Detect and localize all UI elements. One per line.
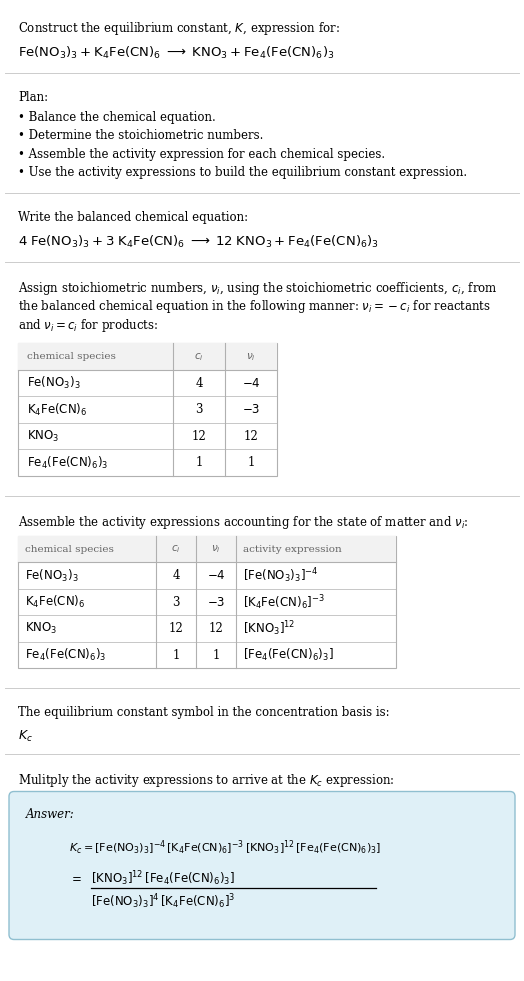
Bar xyxy=(18,536,396,668)
Text: $c_i$: $c_i$ xyxy=(171,543,181,555)
Text: The equilibrium constant symbol in the concentration basis is:: The equilibrium constant symbol in the c… xyxy=(18,706,390,719)
Text: $\mathrm{KNO_3}$: $\mathrm{KNO_3}$ xyxy=(27,429,59,443)
Text: 4: 4 xyxy=(172,569,180,583)
Text: $\mathrm{4\;Fe(NO_3)_3 + 3\;K_4Fe(CN)_6 \;\longrightarrow\; 12\;KNO_3 + Fe_4(Fe(: $\mathrm{4\;Fe(NO_3)_3 + 3\;K_4Fe(CN)_6 … xyxy=(18,234,379,250)
Text: $c_i$: $c_i$ xyxy=(194,351,204,363)
Text: $-4$: $-4$ xyxy=(242,377,260,389)
Text: chemical species: chemical species xyxy=(25,544,114,553)
Text: 1: 1 xyxy=(247,456,255,469)
Text: $\mathrm{Fe_4(Fe(CN)_6)_3}$: $\mathrm{Fe_4(Fe(CN)_6)_3}$ xyxy=(27,455,108,471)
FancyBboxPatch shape xyxy=(9,792,515,940)
Text: 12: 12 xyxy=(169,622,183,636)
Text: $[\mathrm{KNO_3}]^{12}\,[\mathrm{Fe_4(Fe(CN)_6)_3}]$: $[\mathrm{KNO_3}]^{12}\,[\mathrm{Fe_4(Fe… xyxy=(91,869,235,888)
Text: chemical species: chemical species xyxy=(27,352,116,361)
Text: $\nu_i$: $\nu_i$ xyxy=(211,543,221,555)
Text: and $\nu_i = c_i$ for products:: and $\nu_i = c_i$ for products: xyxy=(18,317,158,334)
Text: $-4$: $-4$ xyxy=(206,569,225,583)
Text: 1: 1 xyxy=(212,648,220,662)
Text: Plan:: Plan: xyxy=(18,91,48,104)
Text: $\mathrm{Fe(NO_3)_3}$: $\mathrm{Fe(NO_3)_3}$ xyxy=(25,568,79,584)
Text: $[\mathrm{Fe_4(Fe(CN)_6)_3}]$: $[\mathrm{Fe_4(Fe(CN)_6)_3}]$ xyxy=(243,647,334,663)
Text: $\mathrm{Fe(NO_3)_3 + K_4Fe(CN)_6 \;\longrightarrow\; KNO_3 + Fe_4(Fe(CN)_6)_3}$: $\mathrm{Fe(NO_3)_3 + K_4Fe(CN)_6 \;\lon… xyxy=(18,45,334,61)
Text: 3: 3 xyxy=(195,403,203,416)
Text: $\mathrm{K_4Fe(CN)_6}$: $\mathrm{K_4Fe(CN)_6}$ xyxy=(25,594,85,610)
Text: 1: 1 xyxy=(195,456,203,469)
Text: the balanced chemical equation in the following manner: $\nu_i = -c_i$ for react: the balanced chemical equation in the fo… xyxy=(18,298,491,316)
Text: $[\mathrm{Fe(NO_3)_3}]^{-4}$: $[\mathrm{Fe(NO_3)_3}]^{-4}$ xyxy=(243,566,319,585)
Text: $\nu_i$: $\nu_i$ xyxy=(246,351,256,363)
Text: $\mathrm{Fe_4(Fe(CN)_6)_3}$: $\mathrm{Fe_4(Fe(CN)_6)_3}$ xyxy=(25,647,106,663)
Bar xyxy=(18,536,396,562)
Text: $K_c$: $K_c$ xyxy=(18,729,33,744)
Text: Write the balanced chemical equation:: Write the balanced chemical equation: xyxy=(18,211,248,224)
Bar xyxy=(18,343,277,370)
Text: $\mathrm{KNO_3}$: $\mathrm{KNO_3}$ xyxy=(25,621,58,637)
Text: • Use the activity expressions to build the equilibrium constant expression.: • Use the activity expressions to build … xyxy=(18,167,467,180)
Text: Assemble the activity expressions accounting for the state of matter and $\nu_i$: Assemble the activity expressions accoun… xyxy=(18,514,468,531)
Text: $[\mathrm{KNO_3}]^{12}$: $[\mathrm{KNO_3}]^{12}$ xyxy=(243,619,296,638)
Text: Mulitply the activity expressions to arrive at the $K_c$ expression:: Mulitply the activity expressions to arr… xyxy=(18,772,395,790)
Text: Construct the equilibrium constant, $K$, expression for:: Construct the equilibrium constant, $K$,… xyxy=(18,20,340,37)
Text: Answer:: Answer: xyxy=(26,808,75,821)
Text: $\mathrm{K_4Fe(CN)_6}$: $\mathrm{K_4Fe(CN)_6}$ xyxy=(27,401,88,418)
Text: $=$: $=$ xyxy=(69,871,82,885)
Text: 4: 4 xyxy=(195,377,203,389)
Text: $-3$: $-3$ xyxy=(242,403,260,416)
Text: 12: 12 xyxy=(192,430,206,442)
Text: $\mathrm{Fe(NO_3)_3}$: $\mathrm{Fe(NO_3)_3}$ xyxy=(27,375,81,391)
Text: $K_c = [\mathrm{Fe(NO_3)_3}]^{-4}\,[\mathrm{K_4Fe(CN)_6}]^{-3}\,[\mathrm{KNO_3}]: $K_c = [\mathrm{Fe(NO_3)_3}]^{-4}\,[\mat… xyxy=(69,839,381,857)
Text: 12: 12 xyxy=(209,622,223,636)
Bar xyxy=(18,343,277,476)
Text: $-3$: $-3$ xyxy=(207,595,225,609)
Text: $[\mathrm{K_4Fe(CN)_6}]^{-3}$: $[\mathrm{K_4Fe(CN)_6}]^{-3}$ xyxy=(243,593,325,611)
Text: 12: 12 xyxy=(244,430,258,442)
Text: activity expression: activity expression xyxy=(243,544,342,553)
Text: $[\mathrm{Fe(NO_3)_3}]^4\,[\mathrm{K_4Fe(CN)_6}]^3$: $[\mathrm{Fe(NO_3)_3}]^4\,[\mathrm{K_4Fe… xyxy=(91,892,235,910)
Text: 3: 3 xyxy=(172,595,180,609)
Text: Assign stoichiometric numbers, $\nu_i$, using the stoichiometric coefficients, $: Assign stoichiometric numbers, $\nu_i$, … xyxy=(18,280,498,297)
Text: • Determine the stoichiometric numbers.: • Determine the stoichiometric numbers. xyxy=(18,129,264,142)
Text: • Assemble the activity expression for each chemical species.: • Assemble the activity expression for e… xyxy=(18,148,385,161)
Text: 1: 1 xyxy=(172,648,180,662)
Text: • Balance the chemical equation.: • Balance the chemical equation. xyxy=(18,111,216,124)
